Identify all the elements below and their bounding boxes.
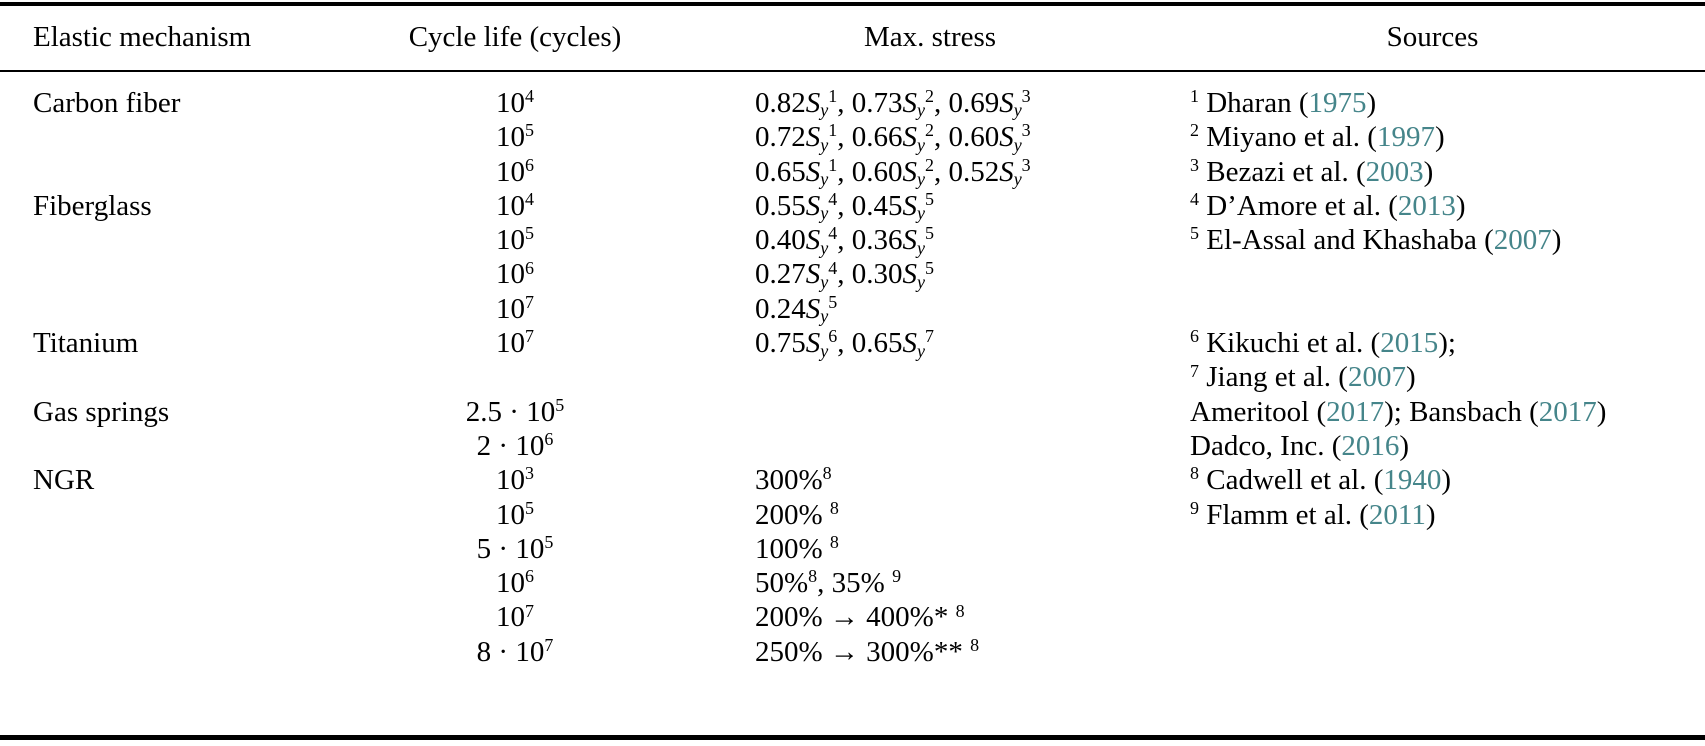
cell-cycle-life: 105 — [496, 120, 534, 154]
table-row: 8 · 107 250% → 300%** 8 — [0, 635, 1705, 669]
cell-cycle-life: 2.5 · 105 — [465, 394, 565, 428]
cell-cycle-life: 5 · 105 — [476, 531, 554, 565]
cell-max-stress — [700, 429, 1160, 463]
column-header-sources: Sources — [1386, 20, 1479, 53]
column-header-cycle-life: Cycle life (cycles) — [408, 20, 622, 53]
cell-max-stress: 200% → 400%* 8 — [755, 600, 965, 634]
cell-max-stress: 0.55Sy4, 0.45Sy5 — [755, 189, 934, 224]
cell-elastic-mechanism — [0, 223, 330, 257]
column-header-elastic-mechanism: Elastic mechanism — [33, 20, 252, 53]
cell-max-stress: 50%8, 35% 9 — [755, 566, 902, 600]
table-row: 106 50%8, 35% 9 — [0, 566, 1705, 600]
cell-source: 8 Cadwell et al. (1940) — [1190, 463, 1452, 497]
cell-source: 5 El-Assal and Khashaba (2007) — [1190, 223, 1562, 257]
table-top-rule — [0, 2, 1705, 6]
cell-elastic-mechanism — [0, 120, 330, 154]
cell-max-stress: 200% 8 — [755, 497, 839, 531]
cell-cycle-life: 106 — [496, 257, 534, 291]
cell-max-stress: 0.82Sy1, 0.73Sy2, 0.69Sy3 — [755, 86, 1031, 121]
cell-cycle-life: 107 — [496, 326, 534, 360]
table-row: Carbon fiber 104 0.82Sy1, 0.73Sy2, 0.69Sy3… — [0, 86, 1705, 120]
cell-elastic-mechanism: NGR — [33, 464, 95, 497]
cell-elastic-mechanism — [0, 532, 330, 566]
cell-source — [1160, 292, 1705, 326]
cell-elastic-mechanism: Titanium — [33, 327, 139, 360]
cell-max-stress: 0.27Sy4, 0.30Sy5 — [755, 257, 934, 292]
cell-cycle-life: 2 · 106 — [476, 429, 554, 462]
table-row: Titanium 107 0.75Sy6, 0.65Sy7 6 Kikuchi et … — [0, 326, 1705, 360]
table-row: 107 0.24Sy5 — [0, 292, 1705, 326]
cell-source — [1160, 635, 1705, 669]
cell-elastic-mechanism — [0, 429, 330, 463]
cell-elastic-mechanism — [0, 292, 330, 326]
cell-source: 2 Miyano et al. (1997) — [1190, 120, 1445, 154]
cell-max-stress — [700, 360, 1160, 394]
cell-elastic-mechanism: Gas springs — [33, 395, 170, 428]
cell-elastic-mechanism — [0, 600, 330, 634]
table-row: Gas springs 2.5 · 105 Ameritool (2017); Ba… — [0, 395, 1705, 429]
cell-cycle-life: 105 — [496, 223, 534, 257]
cell-cycle-life: 104 — [496, 189, 534, 222]
table-row: 5 · 105 100% 8 — [0, 532, 1705, 566]
cell-source: 6 Kikuchi et al. (2015); — [1190, 326, 1456, 360]
cell-cycle-life: 106 — [496, 566, 534, 600]
table-row: 105 0.72Sy1, 0.66Sy2, 0.60Sy3 2 Miyano et … — [0, 120, 1705, 154]
table-row: 106 0.27Sy4, 0.30Sy5 — [0, 257, 1705, 291]
table-body: Carbon fiber 104 0.82Sy1, 0.73Sy2, 0.69Sy3… — [0, 86, 1705, 669]
cell-max-stress — [700, 395, 1160, 429]
cell-source: 7 Jiang et al. (2007) — [1190, 360, 1416, 394]
cell-cycle-life: 103 — [496, 463, 534, 497]
table-row: 7 Jiang et al. (2007) — [0, 360, 1705, 394]
cell-elastic-mechanism — [0, 566, 330, 600]
header-divider-rule — [0, 70, 1705, 72]
cell-cycle-life: 106 — [496, 154, 534, 188]
cell-max-stress: 300%8 — [755, 463, 832, 497]
cell-source: 3 Bezazi et al. (2003) — [1190, 154, 1434, 188]
cell-elastic-mechanism — [0, 498, 330, 532]
cell-elastic-mechanism: Carbon fiber — [33, 87, 181, 119]
table-row: 105 200% 8 9 Flamm et al. (2011) — [0, 498, 1705, 532]
cell-source: 4 D’Amore et al. (2013) — [1190, 189, 1466, 222]
cell-cycle-life: 107 — [496, 291, 534, 325]
cell-elastic-mechanism: Fiberglass — [33, 189, 152, 222]
cell-source: Ameritool (2017); Bansbach (2017) — [1190, 395, 1607, 428]
cell-cycle-life — [330, 360, 700, 394]
cell-cycle-life: 8 · 107 — [476, 634, 554, 668]
cell-cycle-life: 104 — [496, 86, 534, 119]
table-row: Fiberglass 104 0.55Sy4, 0.45Sy5 4 D’Amore e… — [0, 189, 1705, 223]
cell-source: Dadco, Inc. (2016) — [1190, 429, 1410, 462]
cell-source — [1160, 532, 1705, 566]
cell-elastic-mechanism — [0, 360, 330, 394]
table-row: 2 · 106 Dadco, Inc. (2016) — [0, 429, 1705, 463]
cell-elastic-mechanism — [0, 155, 330, 189]
table-bottom-rule — [0, 735, 1705, 740]
cell-source: 9 Flamm et al. (2011) — [1190, 497, 1436, 531]
cell-max-stress: 0.40Sy4, 0.36Sy5 — [755, 223, 934, 258]
cell-cycle-life: 107 — [496, 600, 534, 634]
table-row: 106 0.65Sy1, 0.60Sy2, 0.52Sy3 3 Bezazi et … — [0, 155, 1705, 189]
cell-max-stress: 100% 8 — [755, 531, 839, 565]
cell-source — [1160, 600, 1705, 634]
table-row: NGR 103 300%8 8 Cadwell et al. (1940) — [0, 463, 1705, 497]
cell-elastic-mechanism — [0, 635, 330, 669]
cell-max-stress: 250% → 300%** 8 — [755, 634, 980, 668]
table-header-row: Elastic mechanism Cycle life (cycles) Ma… — [0, 4, 1705, 70]
column-header-max-stress: Max. stress — [863, 20, 997, 53]
cell-cycle-life: 105 — [496, 497, 534, 531]
cell-source: 1 Dharan (1975) — [1190, 86, 1377, 119]
cell-source — [1160, 566, 1705, 600]
cell-elastic-mechanism — [0, 257, 330, 291]
cell-max-stress: 0.65Sy1, 0.60Sy2, 0.52Sy3 — [755, 154, 1031, 190]
cell-max-stress: 0.24Sy5 — [755, 291, 838, 327]
cell-source — [1160, 257, 1705, 291]
cell-max-stress: 0.72Sy1, 0.66Sy2, 0.60Sy3 — [755, 120, 1031, 155]
table-row: 105 0.40Sy4, 0.36Sy5 5 El-Assal and Khasha… — [0, 223, 1705, 257]
table-row: 107 200% → 400%* 8 — [0, 600, 1705, 634]
cell-max-stress: 0.75Sy6, 0.65Sy7 — [755, 326, 934, 361]
